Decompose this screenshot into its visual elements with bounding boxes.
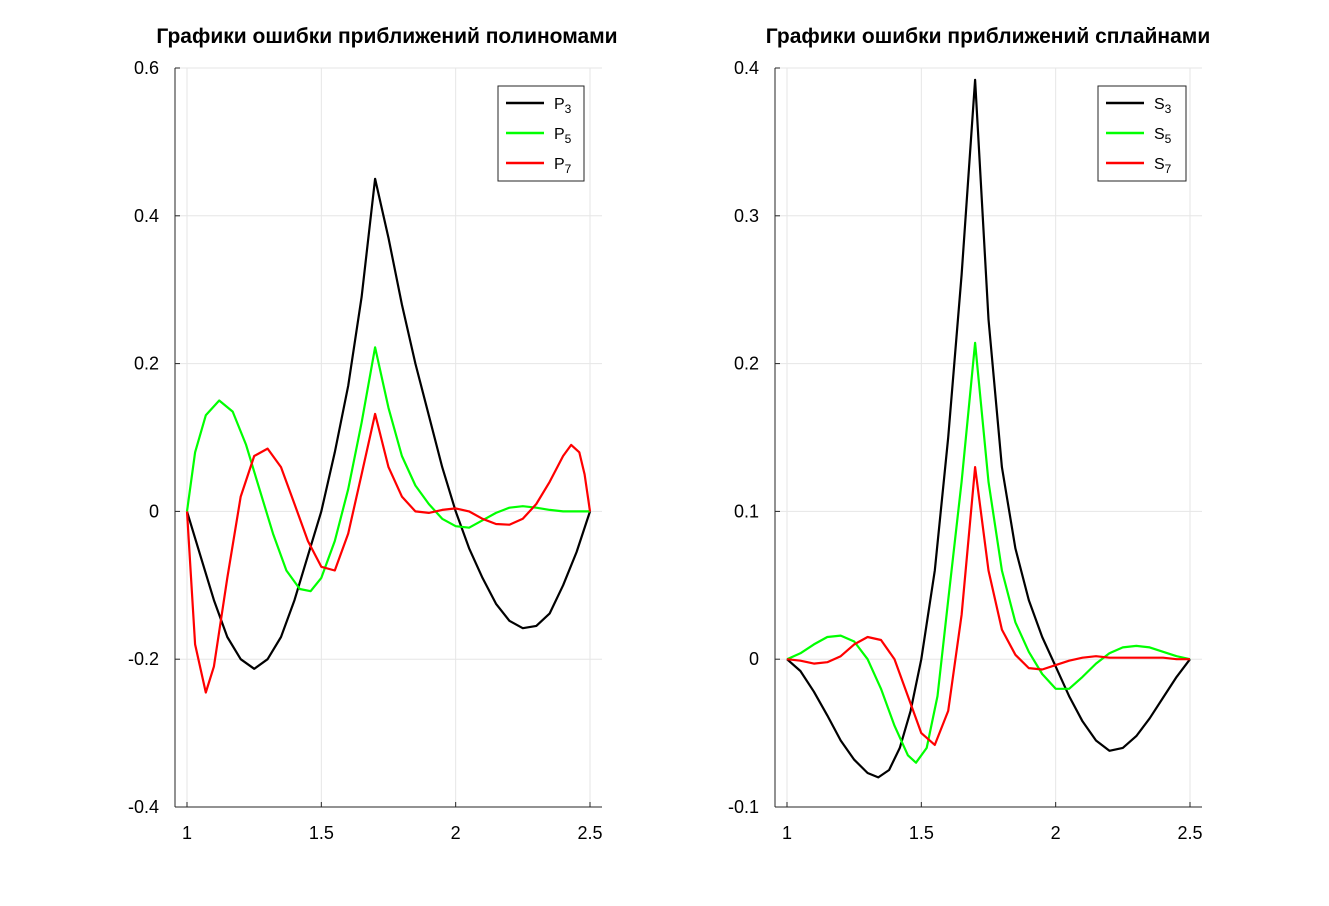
x-tick-labels: 1 1.5 2 2.5 [782,823,1203,843]
x-tick-label: 2 [1051,823,1061,843]
series-line-s5 [786,341,1191,764]
series-line-p3 [185,177,592,670]
legend-label: P3 [554,96,572,116]
x-tick-label: 2 [451,823,461,843]
series-line-s7 [786,466,1190,747]
legend-label-subscript: 3 [565,102,572,116]
series-lines [786,78,1191,779]
legend-label-subscript: 5 [565,132,572,146]
y-tick-labels: -0.4 -0.2 0 0.2 0.4 0.6 [128,58,159,817]
series-lines [185,177,592,694]
x-tick-labels: 1 1.5 2 2.5 [182,823,603,843]
x-tick-label: 1 [182,823,192,843]
series-line-p5 [185,346,590,593]
x-tick-label: 1.5 [309,823,334,843]
y-tick-label: -0.4 [128,797,159,817]
legend-label-subscript: 3 [1165,102,1172,116]
legend-label: S5 [1154,126,1172,146]
series-line-p7 [185,412,592,694]
grid [175,67,602,808]
legend-label-subscript: 7 [1165,162,1172,176]
series-line-s3 [786,78,1191,779]
legend-label: P5 [554,126,572,146]
legend-label: S7 [1154,156,1172,176]
legend-label-base: S [1154,126,1165,143]
legend-label-base: S [1154,156,1165,173]
x-tick-label: 2.5 [1177,823,1202,843]
legend-label: S3 [1154,96,1172,116]
y-tick-label: 0.3 [734,206,759,226]
chart-title: Графики ошибки приближений полиномами [156,25,617,48]
x-tick-label: 2.5 [577,823,602,843]
legend-label-subscript: 7 [565,162,572,176]
y-tick-label: 0.2 [134,354,159,374]
y-tick-label: -0.1 [728,797,759,817]
axes [174,67,602,808]
legend-label-base: P [554,156,565,173]
y-tick-label: -0.2 [128,649,159,669]
y-tick-labels: -0.1 0 0.1 0.2 0.3 0.4 [728,58,759,817]
x-tick-label: 1 [782,823,792,843]
y-tick-label: 0 [149,501,159,521]
y-tick-label: 0 [749,649,759,669]
legend-label-subscript: 5 [1165,132,1172,146]
legend-label-base: S [1154,96,1165,113]
y-tick-label: 0.1 [734,501,759,521]
y-tick-label: 0.2 [734,354,759,374]
legend-label-base: P [554,126,565,143]
y-tick-label: 0.4 [134,206,159,226]
y-tick-label: 0.4 [734,58,759,78]
legend-label-base: P [554,96,565,113]
axes [774,67,1202,808]
y-tick-label: 0.6 [134,58,159,78]
legend-label: P7 [554,156,572,176]
chart-panel-splines: Графики ошибки приближений сплайнами 1 1.… [728,25,1210,843]
chart-title: Графики ошибки приближений сплайнами [766,25,1210,48]
x-tick-label: 1.5 [909,823,934,843]
